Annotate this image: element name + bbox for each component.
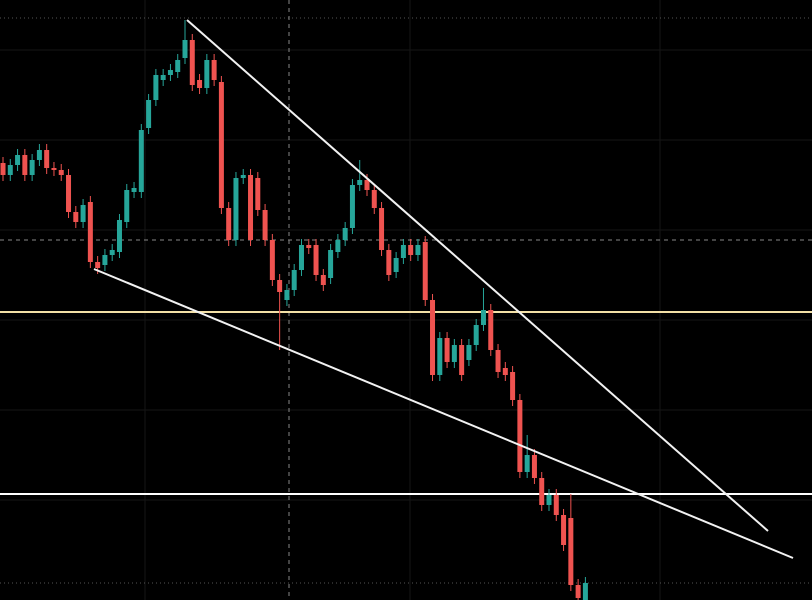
candle-body: [473, 325, 479, 345]
candle-body: [422, 242, 428, 300]
candle-body: [561, 515, 567, 545]
candle-body: [313, 245, 319, 275]
candle-body: [73, 212, 79, 222]
candle-body: [510, 372, 516, 400]
candles: [0, 20, 588, 600]
candle-body: [51, 168, 57, 170]
candle-body: [102, 255, 108, 265]
candle-body: [36, 150, 42, 160]
candle-body: [451, 345, 457, 362]
candle-body: [393, 258, 399, 272]
candle-body: [204, 60, 210, 88]
candle-body: [553, 495, 559, 515]
candle-body: [226, 208, 232, 240]
candle-body: [444, 338, 450, 362]
candle-body: [466, 345, 472, 360]
candle-body: [415, 245, 421, 255]
candle-body: [379, 208, 385, 250]
candle-body: [430, 300, 436, 375]
candle-body: [7, 165, 13, 175]
candle-body: [0, 163, 6, 175]
candle-body: [87, 202, 93, 262]
candle-body: [546, 495, 552, 505]
candle-body: [277, 280, 283, 292]
candle-body: [116, 220, 122, 252]
candle-body: [495, 350, 501, 372]
trend-line: [93, 268, 794, 559]
trend-line: [186, 19, 769, 532]
candle-body: [437, 338, 443, 375]
candle-body: [58, 170, 64, 175]
candle-body: [80, 205, 86, 222]
candle-body: [233, 178, 239, 240]
candle-body: [342, 228, 348, 240]
candle-body: [349, 185, 355, 228]
candle-body: [138, 130, 144, 192]
candle-body: [15, 155, 21, 165]
candle-body: [131, 188, 137, 192]
candle-body: [400, 245, 406, 258]
candle-body: [175, 60, 181, 72]
candle-body: [488, 310, 494, 350]
candle-body: [160, 75, 166, 80]
candle-body: [124, 190, 130, 222]
candle-body: [306, 245, 312, 248]
candle-body: [255, 178, 261, 210]
candle-body: [531, 455, 537, 478]
candle-body: [357, 180, 363, 185]
candle-body: [524, 455, 530, 472]
candle-body: [146, 100, 152, 128]
candle-body: [240, 175, 246, 178]
candle-body: [335, 240, 341, 252]
candle-body: [371, 190, 377, 208]
candle-body: [328, 250, 334, 278]
candle-body: [364, 180, 370, 190]
candle-body: [408, 245, 414, 255]
candle-body: [197, 80, 203, 88]
candle-body: [568, 518, 574, 585]
candle-body: [298, 245, 304, 270]
candle-body: [22, 155, 28, 175]
candle-body: [66, 175, 72, 212]
candle-body: [320, 275, 326, 285]
candle-body: [284, 290, 290, 300]
candle-body: [269, 240, 275, 280]
candle-body: [502, 368, 508, 375]
candle-body: [480, 310, 486, 325]
candle-body: [153, 75, 159, 100]
candle-body: [262, 210, 268, 240]
candle-body: [167, 70, 173, 75]
candle-body: [218, 82, 224, 208]
candle-body: [575, 585, 581, 598]
candle-body: [182, 40, 188, 58]
candle-body: [386, 250, 392, 275]
candle-body: [109, 250, 115, 255]
candle-body: [517, 400, 523, 472]
candle-body: [248, 175, 254, 240]
candle-body: [291, 270, 297, 290]
candle-body: [189, 40, 195, 85]
candle-body: [95, 262, 101, 268]
candle-body: [539, 478, 545, 505]
candle-body: [44, 150, 50, 168]
candle-body: [459, 345, 465, 375]
levels: [0, 311, 812, 495]
candle-body: [29, 160, 35, 175]
candle-body: [582, 583, 588, 600]
candle-body: [211, 60, 217, 80]
